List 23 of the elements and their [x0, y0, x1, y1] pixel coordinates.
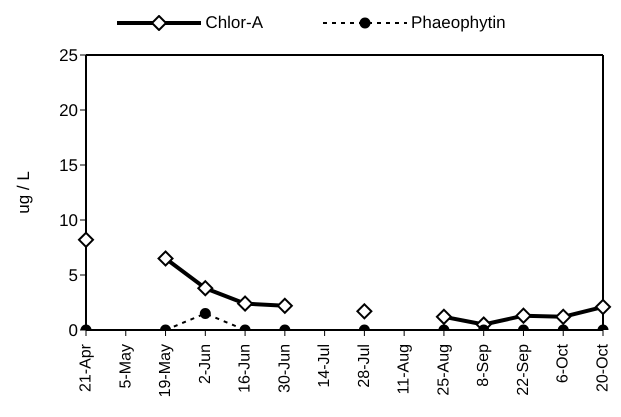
x-tick-label: 8-Sep — [475, 344, 492, 387]
x-tick-label: 11-Aug — [396, 344, 413, 394]
x-tick-label: 14-Jul — [316, 344, 334, 388]
y-tick-label: 15 — [59, 156, 78, 176]
x-tick-label: 20-Oct — [594, 343, 612, 392]
legend-label: Chlor-A — [205, 13, 264, 33]
x-tick-label: 16-Jun — [236, 344, 254, 393]
x-tick-label: 30-Jun — [276, 344, 294, 393]
x-tick-label: 5-May — [117, 344, 134, 388]
y-tick-label: 5 — [68, 266, 78, 286]
legend-label: Phaeophytin — [411, 13, 506, 33]
y-axis-title: ug / L — [14, 171, 34, 214]
x-tick-label: 22-Sep — [514, 344, 532, 396]
x-tick-label: 28-Jul — [356, 344, 373, 388]
x-tick-label: 21-Apr — [78, 343, 94, 392]
y-tick-label: 20 — [59, 101, 78, 120]
x-tick-label: 25-Aug — [435, 344, 452, 396]
y-tick-label: 10 — [59, 211, 78, 230]
x-tick-label: 6-Oct — [554, 343, 572, 384]
y-tick-label: 25 — [59, 46, 78, 66]
x-tick-label: 2-Jun — [196, 344, 214, 384]
x-tick-label: 19-May — [157, 344, 174, 398]
y-tick-label: 0 — [68, 321, 78, 340]
